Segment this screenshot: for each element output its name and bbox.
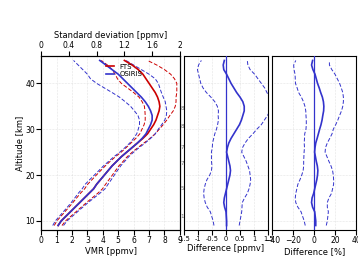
- FTS: [82, 196, 87, 200]
- FTS: [141, 137, 145, 140]
- FTS: [68, 210, 73, 213]
- OSIRIS: [125, 82, 130, 85]
- OSIRIS: [149, 109, 153, 113]
- Text: 838: 838: [181, 124, 191, 130]
- OSIRIS: [82, 196, 87, 200]
- FTS: [135, 142, 140, 145]
- X-axis label: Difference [%]: Difference [%]: [284, 247, 345, 256]
- FTS: [136, 68, 140, 71]
- OSIRIS: [95, 183, 99, 186]
- OSIRIS: [87, 192, 91, 195]
- FTS: [59, 219, 63, 223]
- FTS: [145, 132, 150, 135]
- FTS: [102, 173, 107, 177]
- Y-axis label: Altitude [km]: Altitude [km]: [15, 115, 24, 171]
- FTS: [106, 169, 110, 172]
- FTS: [122, 59, 126, 62]
- OSIRIS: [130, 146, 134, 149]
- OSIRIS: [98, 59, 102, 62]
- OSIRIS: [150, 118, 154, 122]
- FTS: [153, 91, 158, 94]
- OSIRIS: [115, 160, 119, 163]
- OSIRIS: [73, 206, 77, 209]
- OSIRIS: [139, 95, 144, 99]
- OSIRIS: [98, 178, 103, 181]
- FTS: [78, 201, 82, 204]
- Text: 721: 721: [181, 161, 191, 166]
- OSIRIS: [106, 169, 110, 172]
- X-axis label: Standard deviation [ppmv]: Standard deviation [ppmv]: [54, 31, 167, 40]
- Text: 746: 746: [181, 145, 191, 150]
- FTS: [130, 63, 134, 66]
- OSIRIS: [110, 164, 114, 168]
- FTS: [154, 118, 158, 122]
- OSIRIS: [140, 137, 144, 140]
- OSIRIS: [110, 68, 114, 71]
- FTS: [150, 86, 154, 90]
- FTS: [157, 100, 161, 103]
- OSIRIS: [78, 201, 82, 204]
- FTS: [149, 128, 153, 131]
- FTS: [91, 187, 96, 190]
- FTS: [141, 73, 145, 76]
- FTS: [95, 183, 99, 186]
- OSIRIS: [59, 219, 63, 223]
- FTS: [130, 146, 134, 149]
- FTS: [125, 151, 129, 154]
- Line: FTS: FTS: [58, 60, 160, 226]
- OSIRIS: [135, 91, 139, 94]
- FTS: [110, 164, 114, 168]
- OSIRIS: [146, 105, 150, 108]
- X-axis label: VMR [ppmv]: VMR [ppmv]: [84, 247, 136, 256]
- OSIRIS: [64, 215, 68, 218]
- FTS: [87, 192, 91, 195]
- Text: 175: 175: [181, 214, 191, 219]
- OSIRIS: [104, 63, 108, 66]
- OSIRIS: [146, 128, 150, 131]
- OSIRIS: [150, 114, 154, 117]
- FTS: [56, 224, 60, 227]
- FTS: [64, 215, 68, 218]
- OSIRIS: [143, 100, 147, 103]
- FTS: [158, 105, 162, 108]
- OSIRIS: [125, 151, 129, 154]
- Text: 591: 591: [181, 186, 191, 191]
- OSIRIS: [149, 123, 153, 126]
- Legend: FTS, OSIRIS: FTS, OSIRIS: [103, 61, 145, 80]
- Text: 884: 884: [181, 106, 191, 111]
- FTS: [155, 114, 160, 117]
- OSIRIS: [91, 187, 96, 190]
- OSIRIS: [119, 155, 124, 158]
- OSIRIS: [56, 224, 60, 227]
- FTS: [115, 160, 119, 163]
- FTS: [73, 206, 77, 209]
- FTS: [98, 178, 103, 181]
- OSIRIS: [116, 73, 120, 76]
- OSIRIS: [68, 210, 73, 213]
- FTS: [157, 109, 161, 113]
- X-axis label: Difference [ppmv]: Difference [ppmv]: [188, 244, 265, 253]
- FTS: [119, 155, 124, 158]
- FTS: [144, 77, 148, 80]
- FTS: [155, 95, 160, 99]
- OSIRIS: [144, 132, 148, 135]
- FTS: [147, 82, 151, 85]
- FTS: [151, 123, 156, 126]
- OSIRIS: [135, 142, 140, 145]
- OSIRIS: [102, 173, 107, 177]
- Line: OSIRIS: OSIRIS: [58, 60, 152, 226]
- OSIRIS: [130, 86, 134, 90]
- OSIRIS: [121, 77, 125, 80]
